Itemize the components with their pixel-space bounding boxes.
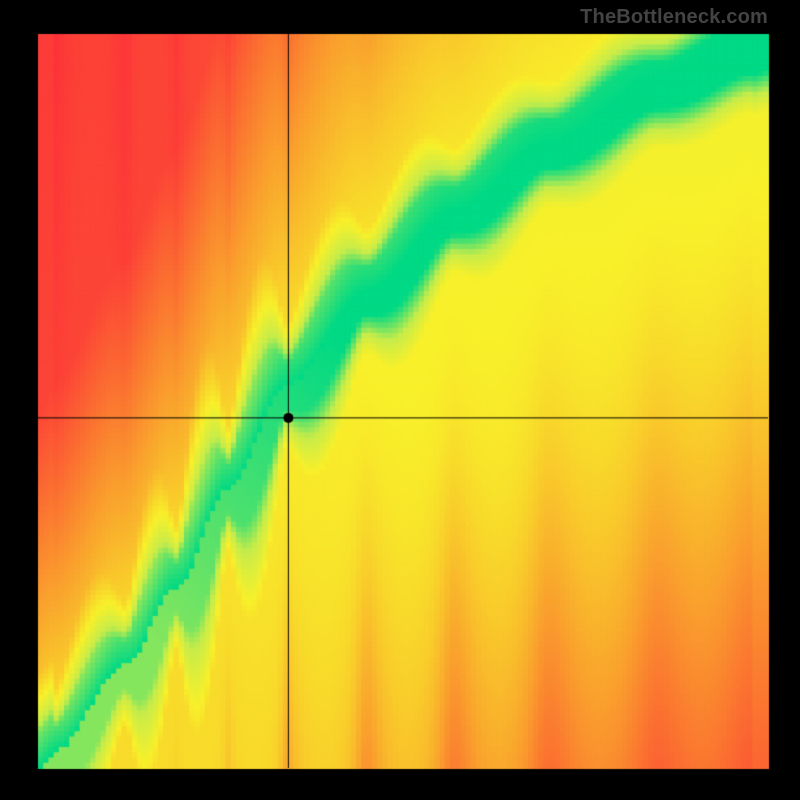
chart-container: TheBottleneck.com (0, 0, 800, 800)
bottleneck-heatmap-canvas (0, 0, 800, 800)
watermark-text: TheBottleneck.com (580, 6, 768, 29)
